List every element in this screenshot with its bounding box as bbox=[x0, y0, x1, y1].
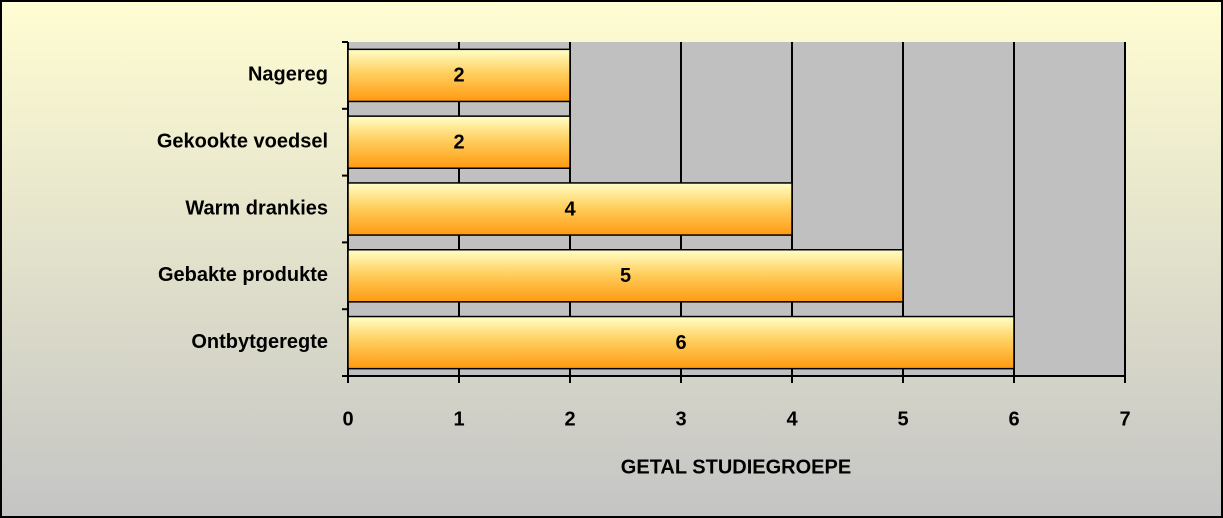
x-tick-label: 3 bbox=[675, 408, 686, 430]
data-label: 2 bbox=[453, 131, 464, 153]
bar bbox=[347, 48, 571, 103]
y-tick-label: Ontbytgeregte bbox=[191, 331, 328, 353]
x-tick-label: 2 bbox=[564, 408, 575, 430]
x-tick-label: 4 bbox=[786, 408, 798, 430]
bar bbox=[347, 182, 793, 236]
x-tick-label: 6 bbox=[1008, 408, 1019, 430]
data-label: 4 bbox=[564, 198, 576, 220]
data-label: 6 bbox=[675, 332, 686, 354]
x-axis-label: GETAL STUDIEGROEPE bbox=[621, 456, 851, 478]
y-tick-label: Gebakte produkte bbox=[158, 264, 328, 286]
data-label: 5 bbox=[620, 265, 631, 287]
x-tick-label: 0 bbox=[342, 408, 353, 430]
y-tick-label: Gekookte voedsel bbox=[157, 130, 328, 152]
bar bbox=[347, 248, 904, 303]
bar bbox=[347, 115, 571, 170]
data-label: 2 bbox=[453, 65, 464, 87]
x-tick-label: 7 bbox=[1119, 408, 1130, 430]
bar bbox=[347, 315, 1015, 370]
y-tick-label: Warm drankies bbox=[185, 197, 328, 219]
x-tick-label: 1 bbox=[453, 408, 464, 430]
y-tick-label: Nagereg bbox=[248, 64, 328, 86]
x-tick-label: 5 bbox=[897, 408, 908, 430]
